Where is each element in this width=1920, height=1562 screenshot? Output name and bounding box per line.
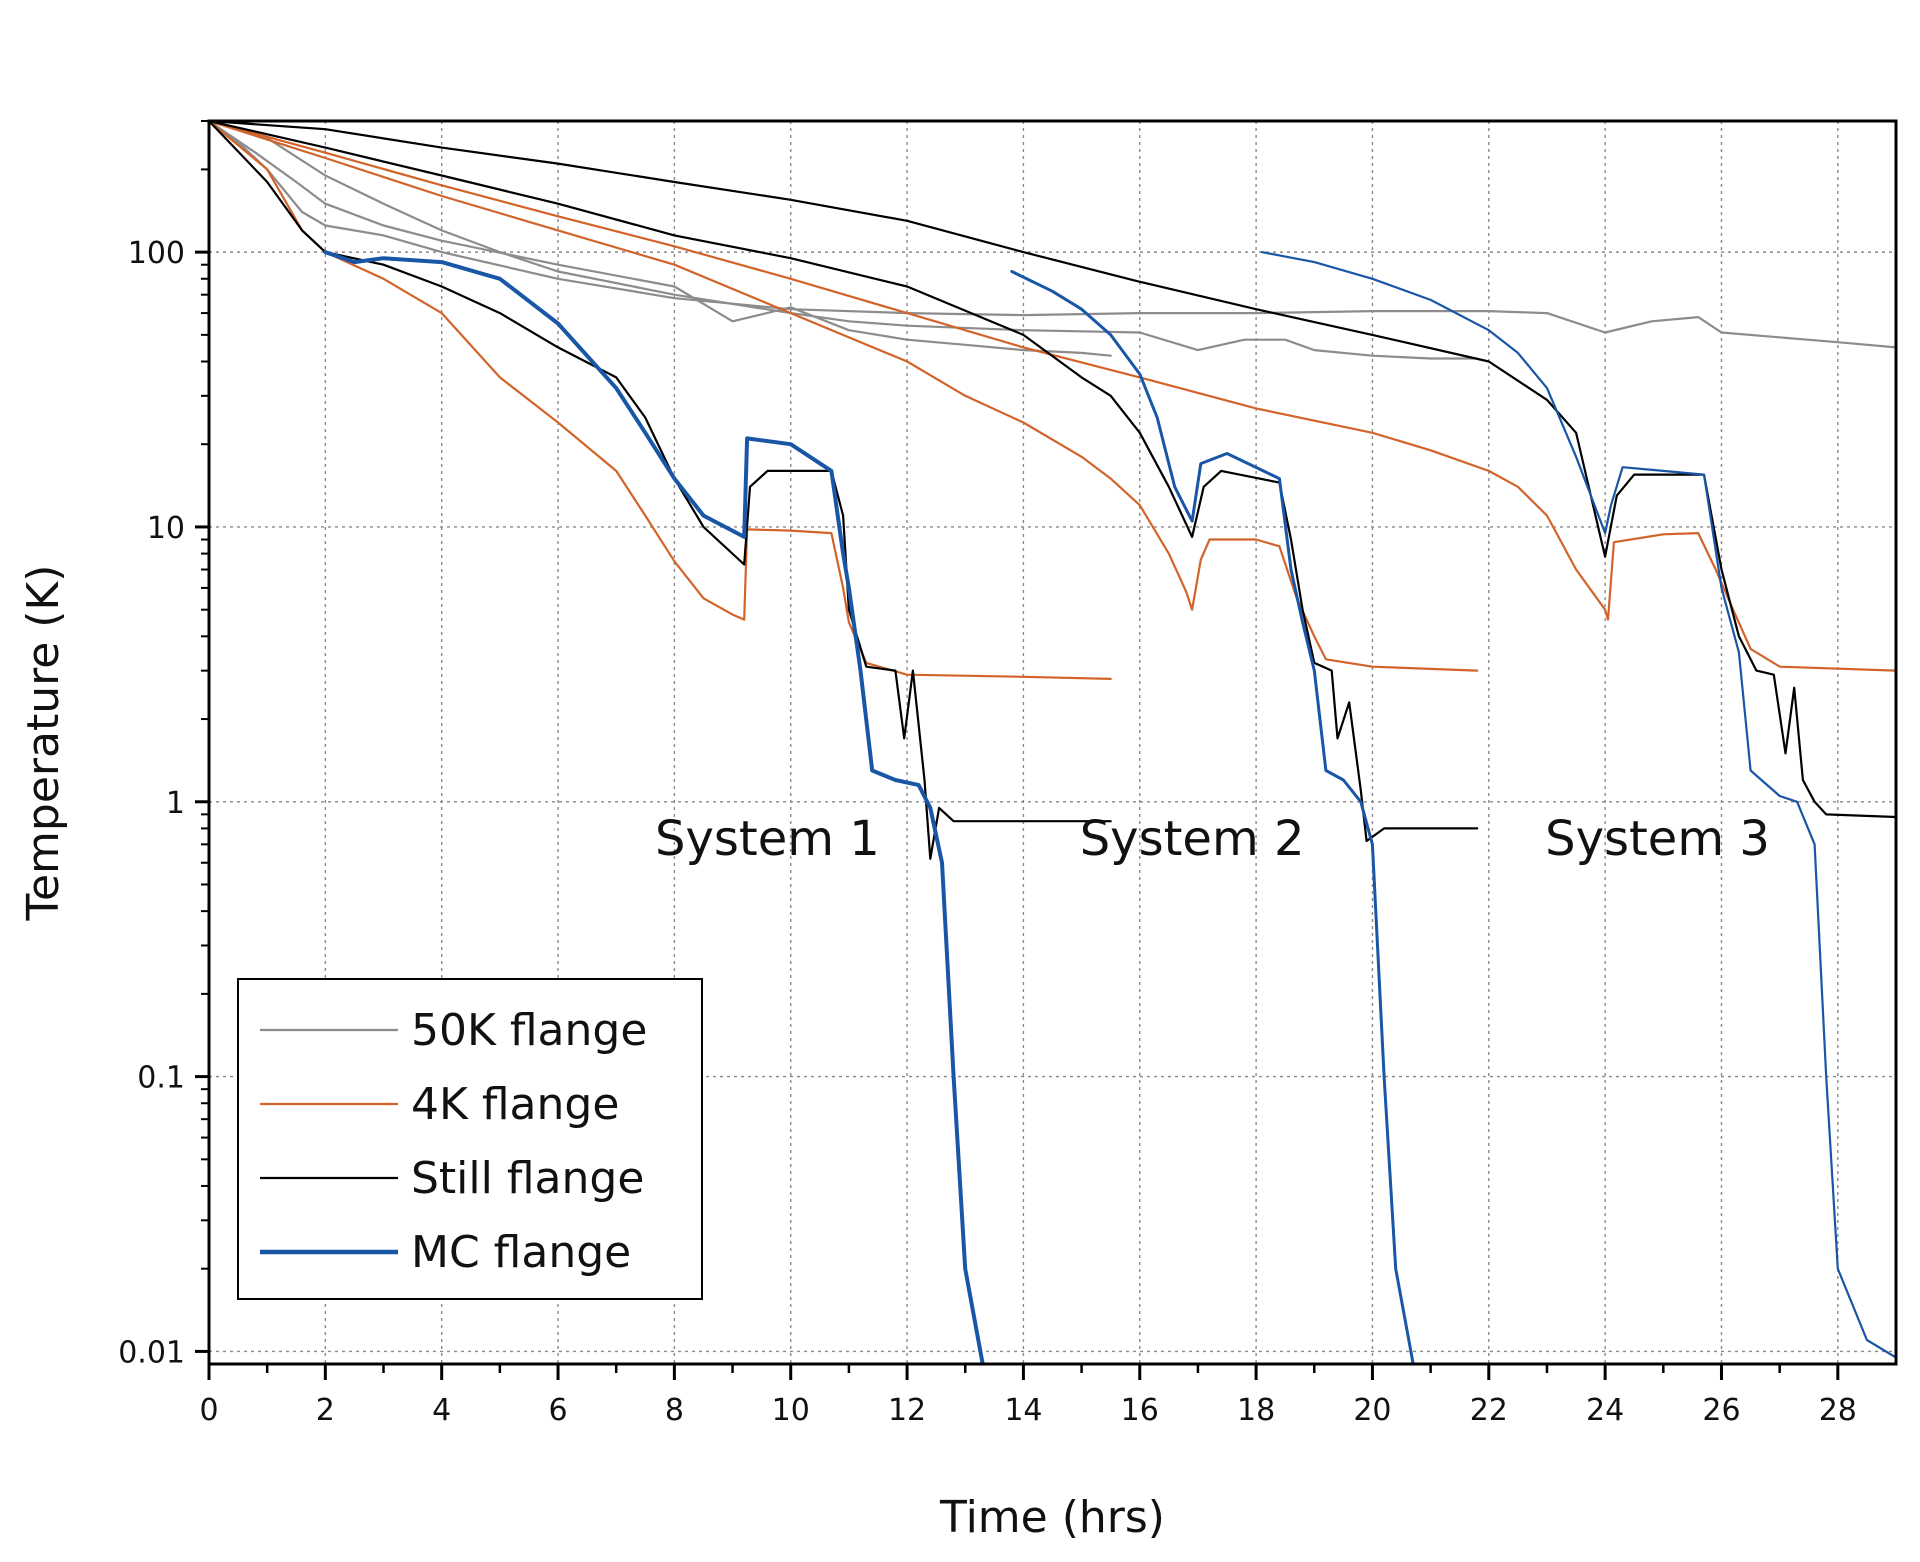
y-tick-label: 0.1 xyxy=(137,1061,185,1096)
legend: 50K flange 4K flange Still flange MC flange xyxy=(237,978,703,1300)
x-tick-label: 18 xyxy=(1237,1393,1275,1428)
legend-box xyxy=(237,978,703,1300)
plot-frame xyxy=(207,119,1898,1366)
legend-label: 4K flange xyxy=(411,1079,619,1130)
y-tick-label: 10 xyxy=(147,511,185,546)
x-tick-label: 6 xyxy=(548,1393,567,1428)
y-axis-title: Temperature (K) xyxy=(18,565,69,922)
series-line-4k-flange-5 xyxy=(209,121,1896,672)
series-line-mc-flange-11 xyxy=(1260,251,1896,1359)
x-axis: 0 2 4 6 8 10 12 14 16 18 20 22 24 26 28 xyxy=(199,1364,1857,1428)
y-axis: 0.01 0.1 1 10 100 xyxy=(118,120,209,1370)
x-tick-label: 12 xyxy=(888,1393,926,1428)
x-tick-label: 8 xyxy=(665,1393,684,1428)
x-tick-label: 28 xyxy=(1819,1393,1857,1428)
x-tick-label: 0 xyxy=(199,1393,218,1428)
annotation-system-3: System 3 xyxy=(1545,811,1770,867)
legend-label: Still flange xyxy=(411,1153,644,1204)
series-line-mc-flange-9 xyxy=(323,250,985,1364)
x-tick-label: 22 xyxy=(1470,1393,1508,1428)
series-layer xyxy=(209,121,1896,1364)
x-tick-label: 2 xyxy=(316,1393,335,1428)
x-tick-label: 20 xyxy=(1353,1393,1391,1428)
series-line-50k-flange-2 xyxy=(209,121,1479,360)
x-tick-label: 24 xyxy=(1586,1393,1624,1428)
annotations: System 1 System 2 System 3 xyxy=(655,811,1770,867)
y-tick-label: 1 xyxy=(166,786,185,821)
x-tick-label: 16 xyxy=(1121,1393,1159,1428)
series-line-50k-flange-1 xyxy=(209,121,1112,357)
annotation-system-1: System 1 xyxy=(655,811,880,867)
x-tick-label: 14 xyxy=(1004,1393,1042,1428)
series-line-50k-flange-0 xyxy=(209,121,1896,349)
series-line-still-flange-7 xyxy=(209,121,1479,843)
x-tick-label: 4 xyxy=(432,1393,451,1428)
x-tick-label: 26 xyxy=(1702,1393,1740,1428)
y-tick-label: 100 xyxy=(128,236,185,271)
x-axis-title: Time (hrs) xyxy=(939,1492,1165,1543)
series-line-still-flange-6 xyxy=(209,121,1112,860)
series-line-mc-flange-10 xyxy=(1010,270,1415,1364)
legend-label: MC flange xyxy=(411,1227,631,1278)
x-tick-label: 10 xyxy=(772,1393,810,1428)
y-tick-label: 0.01 xyxy=(118,1335,185,1370)
legend-label: 50K flange xyxy=(411,1005,647,1056)
annotation-system-2: System 2 xyxy=(1080,811,1305,867)
